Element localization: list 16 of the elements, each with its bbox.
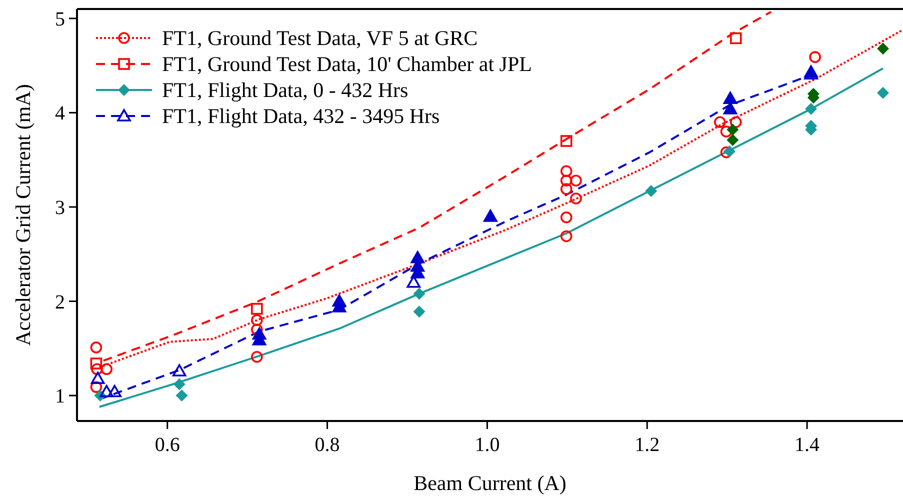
x-tick-label: 1.0 [474, 434, 500, 456]
legend-label: FT1, Flight Data, 432 - 3495 Hrs [162, 104, 440, 128]
x-tick-label: 0.8 [314, 434, 340, 456]
y-tick-label: 4 [55, 102, 65, 125]
y-tick-label: 5 [55, 8, 65, 30]
legend-label: FT1, Flight Data, 0 - 432 Hrs [162, 78, 408, 102]
y-axis-title: Accelerator Grid Current (mA) [11, 84, 35, 346]
legend-label: FT1, Ground Test Data, VF 5 at GRC [162, 26, 478, 50]
legend-label: FT1, Ground Test Data, 10' Chamber at JPL [162, 52, 532, 76]
x-tick-label: 1.2 [634, 434, 660, 456]
x-axis-title: Beam Current (A) [414, 471, 566, 495]
y-tick-label: 1 [55, 386, 65, 408]
x-tick-label: 1.4 [794, 434, 820, 456]
y-tick-label: 2 [55, 291, 65, 314]
x-tick-label: 0.6 [154, 434, 180, 456]
y-tick-label: 3 [55, 196, 65, 219]
